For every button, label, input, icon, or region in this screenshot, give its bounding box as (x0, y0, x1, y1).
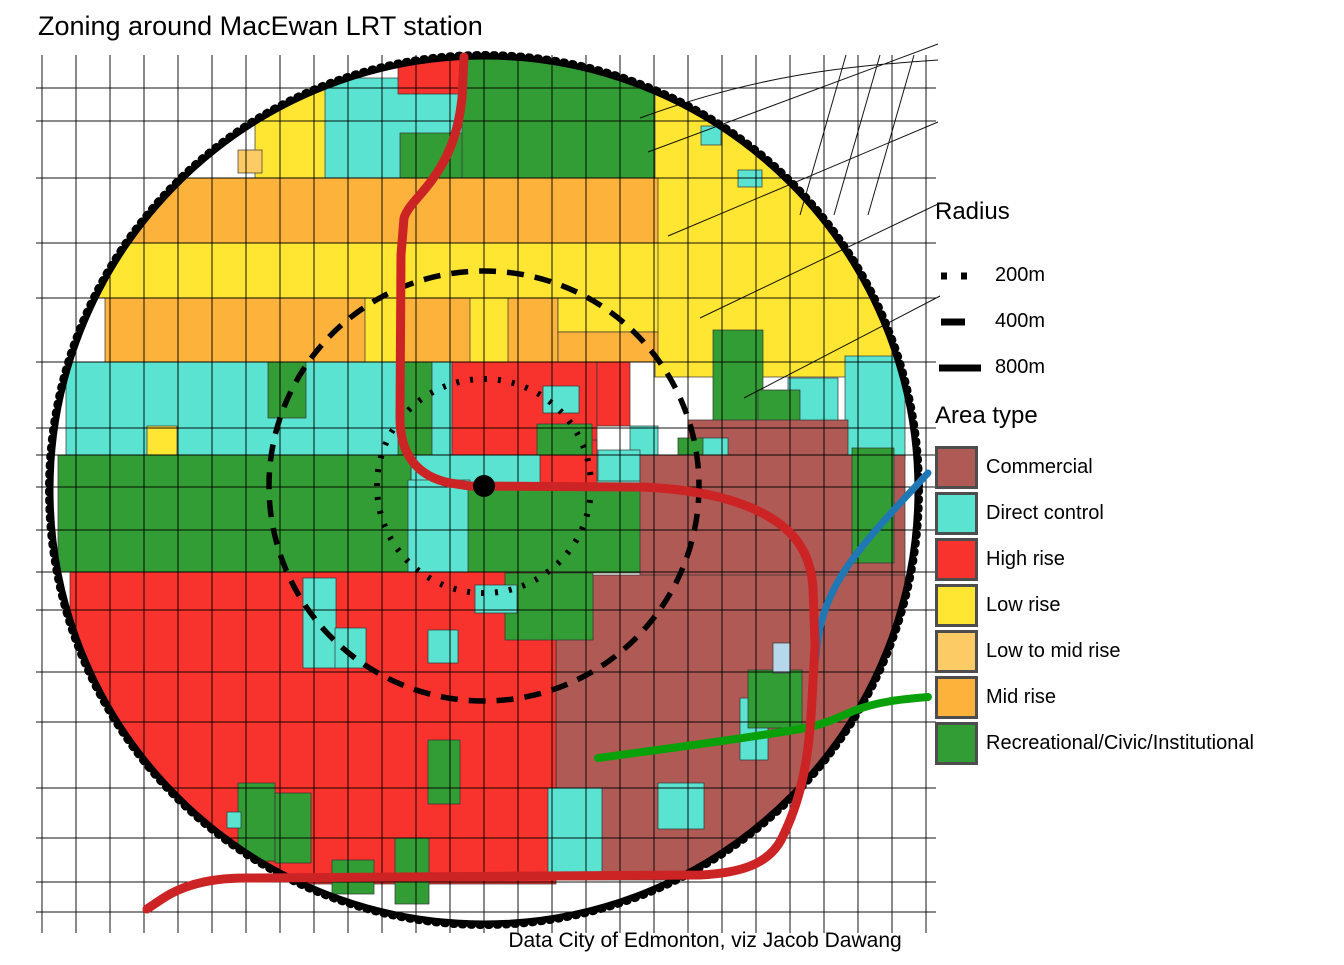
area-item-direct-control: Direct control (935, 492, 1104, 535)
area-item-label: High rise (986, 548, 1065, 570)
area-legend-title: Area type (935, 402, 1038, 429)
station-dot (473, 475, 495, 497)
low-to-mid-rise-swatch (935, 630, 978, 673)
low-rise-swatch (935, 584, 978, 627)
radius-legend-title: Radius (935, 198, 1010, 225)
area-item-label: Recreational/Civic/Institutional (986, 732, 1254, 754)
lrt-line (142, 52, 820, 914)
radius-item-label: 800m (995, 356, 1046, 378)
zoning-map (36, 43, 941, 933)
area-item-low-to-mid-rise: Low to mid rise (935, 630, 1121, 673)
circle-400m (266, 268, 702, 704)
area-item-low-rise: Low rise (935, 584, 1060, 627)
page-title: Zoning around MacEwan LRT station (38, 11, 483, 41)
radius-item-label: 200m (995, 264, 1046, 286)
radius-item-label: 400m (995, 310, 1046, 332)
radius-item-400m: 400m (935, 300, 1045, 343)
area-item-label: Direct control (986, 502, 1104, 524)
dotted-line-icon (935, 271, 987, 281)
recreational-swatch (935, 722, 978, 765)
area-item-label: Mid rise (986, 686, 1057, 708)
high-rise-swatch (935, 538, 978, 581)
water-patch (772, 642, 791, 674)
area-item-label: Commercial (986, 456, 1093, 478)
radius-item-800m: 800m (935, 346, 1045, 389)
radius-item-200m: 200m (935, 254, 1045, 297)
area-item-label: Low rise (986, 594, 1061, 616)
area-item-commercial: Commercial (935, 446, 1093, 489)
data-credit-caption: Data City of Edmonton, viz Jacob Dawang (508, 929, 902, 952)
area-item-mid-rise: Mid rise (935, 676, 1056, 719)
river-blue-line (812, 469, 932, 662)
area-item-recreational: Recreational/Civic/Institutional (935, 722, 1254, 765)
area-type-legend: Area type Commercial Direct control High… (935, 402, 1335, 782)
area-item-high-rise: High rise (935, 538, 1065, 581)
area-item-label: Low to mid rise (986, 640, 1121, 662)
commercial-swatch (935, 446, 978, 489)
solid-line-icon (935, 363, 987, 373)
direct-control-swatch (935, 492, 978, 535)
dashed-line-icon (935, 317, 987, 327)
mid-rise-swatch (935, 676, 978, 719)
map-canvas (36, 43, 941, 933)
radius-legend: Radius 200m 400m 800m (935, 198, 1335, 398)
